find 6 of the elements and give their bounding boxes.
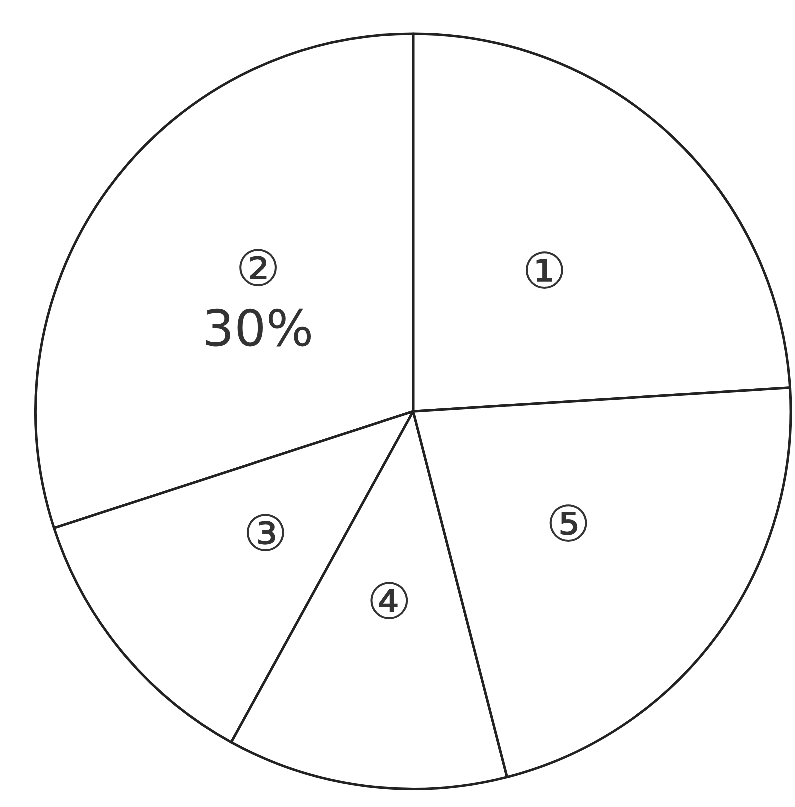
slice-label: ③ <box>243 504 288 563</box>
data-label: 30% <box>202 300 314 358</box>
slice-label: ④ <box>366 572 412 631</box>
slice-label: ⑤ <box>546 495 591 554</box>
slice-label: ② <box>236 240 281 298</box>
slice-label: ① <box>522 242 568 301</box>
